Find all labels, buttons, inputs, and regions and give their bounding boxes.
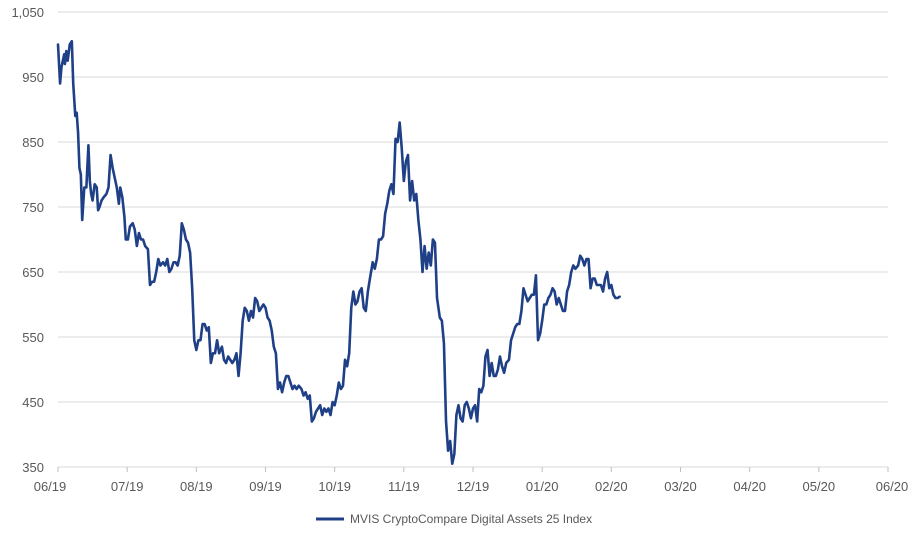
x-tick-label: 02/20 [595,479,628,494]
x-tick-label: 09/19 [249,479,282,494]
x-tick-label: 04/20 [733,479,766,494]
x-tick-label: 06/20 [876,479,909,494]
legend: MVIS CryptoCompare Digital Assets 25 Ind… [316,512,592,526]
y-tick-label: 750 [22,200,44,215]
x-tick-label: 07/19 [111,479,144,494]
x-tick-label: 01/20 [526,479,559,494]
legend-label: MVIS CryptoCompare Digital Assets 25 Ind… [350,512,592,526]
y-tick-label: 550 [22,330,44,345]
y-tick-label: 350 [22,460,44,475]
x-tick-label: 05/20 [803,479,836,494]
x-tick-label: 06/19 [34,479,67,494]
y-tick-label: 650 [22,265,44,280]
y-tick-label: 450 [22,395,44,410]
x-tick-label: 10/19 [318,479,351,494]
series-group [56,39,621,466]
y-tick-label: 1,050 [11,5,44,20]
series-line [56,39,621,466]
x-axis: 06/19 07/19 08/19 09/19 10/19 11/19 12/19 01/20… [34,466,909,494]
x-tick-label: 11/19 [388,479,420,494]
x-tick-label: 03/20 [664,479,697,494]
x-tick-label: 08/19 [180,479,213,494]
gridlines [58,11,888,468]
x-tick-label: 12/19 [457,479,490,494]
y-axis: 350 450 550 650 750 850 950 1,050 [11,5,44,475]
y-tick-label: 950 [22,70,44,85]
y-tick-label: 850 [22,135,44,150]
